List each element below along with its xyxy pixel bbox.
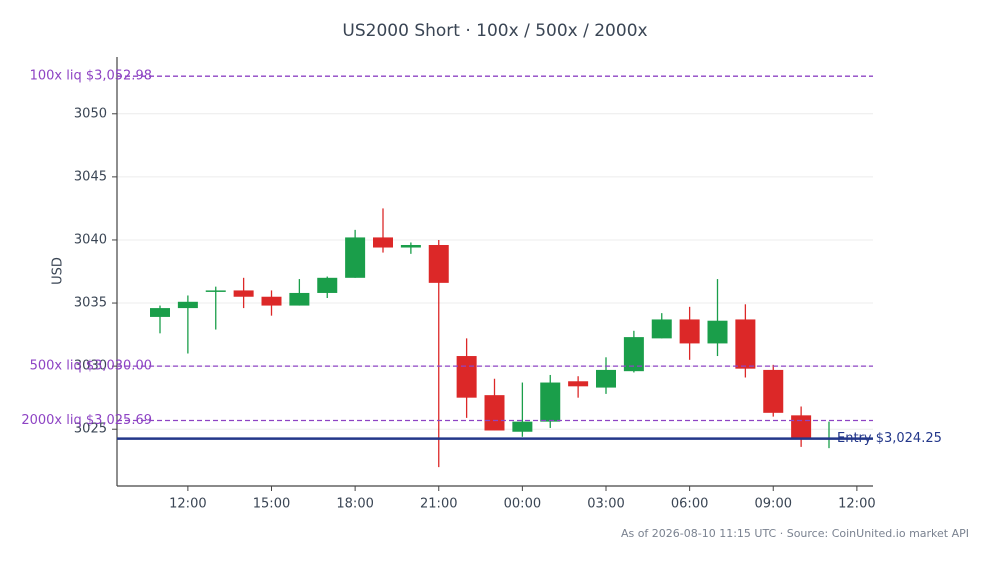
y-axis-label: USD: [51, 257, 66, 285]
candle-body: [317, 277, 338, 293]
candle-body: [345, 237, 366, 278]
y-tick-label: 3050: [74, 106, 107, 121]
candle-body: [428, 245, 449, 283]
reference-label: 100x liq $3,052.98: [30, 69, 152, 84]
x-tick-label: 21:00: [420, 497, 457, 512]
chart-title: US2000 Short · 100x / 500x / 2000x: [342, 21, 647, 41]
y-tick-label: 3035: [74, 296, 107, 311]
candle-body: [596, 369, 616, 388]
candle-body: [679, 319, 700, 344]
candle-body: [707, 320, 728, 344]
candle-body: [540, 382, 561, 422]
candle-body: [289, 292, 310, 306]
x-tick-label: 15:00: [253, 497, 290, 512]
x-tick-label: 18:00: [336, 497, 373, 512]
candle-body: [261, 296, 282, 306]
candle-body: [484, 395, 505, 431]
candle-body: [373, 237, 393, 248]
candle-body: [568, 381, 589, 387]
x-tick-label: 12:00: [838, 497, 875, 512]
x-tick-label: 06:00: [671, 497, 708, 512]
reference-label: 500x liq $3,030.00: [30, 359, 152, 374]
x-tick-label: 09:00: [755, 497, 792, 512]
candle-body: [651, 319, 672, 339]
y-tick-label: 3045: [74, 169, 107, 184]
candle-body: [205, 290, 226, 292]
candle-body: [177, 301, 198, 309]
x-tick-label: 03:00: [587, 497, 624, 512]
reference-label: 2000x liq $3,025.69: [21, 413, 152, 428]
x-tick-label: 12:00: [169, 497, 206, 512]
candle-body: [456, 356, 477, 398]
x-tick-label: 00:00: [504, 497, 541, 512]
candle-body: [735, 319, 756, 369]
reference-label: Entry $3,024.25: [837, 431, 942, 446]
y-tick-label: 3030: [74, 359, 107, 374]
footnote: As of 2026-08-10 11:15 UTC · Source: Coi…: [621, 527, 969, 540]
candle-body: [150, 308, 170, 317]
candle-body: [623, 337, 644, 372]
y-tick-label: 3025: [74, 422, 107, 437]
y-tick-label: 3040: [74, 232, 107, 247]
candle-body: [233, 290, 254, 297]
candle-body: [400, 245, 421, 248]
candle-body: [763, 369, 784, 413]
candle-body: [791, 415, 812, 439]
candle-body: [512, 421, 533, 432]
